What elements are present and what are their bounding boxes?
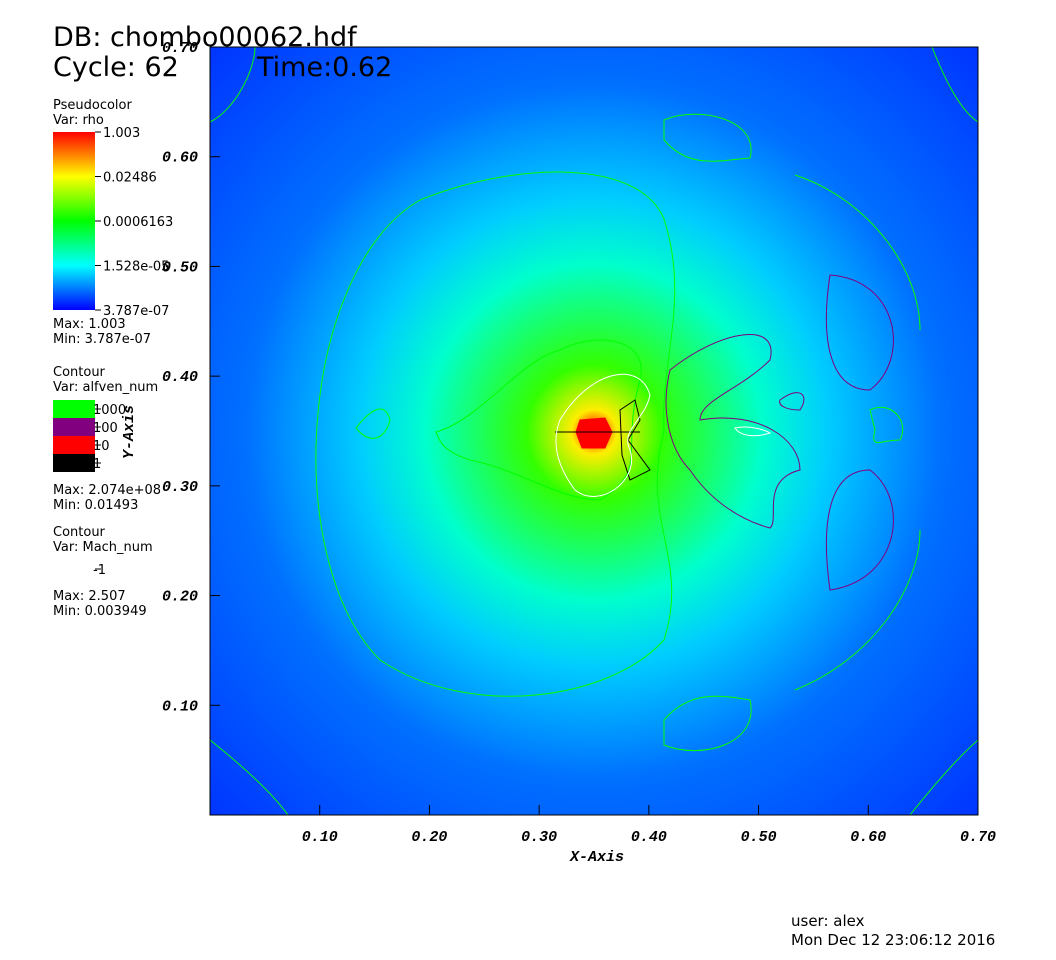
y-tick-label: 0.50 <box>162 259 198 276</box>
legend-label: 1 <box>93 457 101 472</box>
contour-line <box>794 529 921 691</box>
contour-line <box>794 174 921 331</box>
date: Mon Dec 12 23:06:12 2016 <box>791 931 995 949</box>
plot-frame <box>209 46 979 816</box>
legend-min: Min: 3.787e-07 <box>53 332 151 347</box>
legend-swatch <box>53 560 95 578</box>
colorbar <box>53 132 95 310</box>
time: Time:0.62 <box>256 52 392 83</box>
y-tick-label: 0.10 <box>162 698 198 715</box>
legend-max: Max: 2.074e+08 <box>53 483 161 498</box>
db-title: DB: chombo00062.hdf <box>53 22 358 53</box>
legend-swatch <box>53 418 95 436</box>
legend-max: Max: 1.003 <box>53 317 126 332</box>
x-tick-label: 0.50 <box>741 829 777 846</box>
legend-label: -1 <box>93 563 106 578</box>
contour-line <box>909 739 979 816</box>
contour-line <box>209 739 289 816</box>
user: user: alex <box>791 912 865 930</box>
legend-label: 1000 <box>93 403 126 418</box>
legend-plot: Pseudocolor <box>53 98 132 113</box>
x-tick-label: 0.60 <box>850 829 886 846</box>
x-tick-label: 0.70 <box>960 829 996 846</box>
x-tick-label: 0.20 <box>411 829 447 846</box>
contour-line <box>619 399 651 481</box>
contour-line <box>825 274 894 391</box>
contour-line <box>931 46 979 123</box>
legend-swatch <box>53 400 95 418</box>
y-tick-label: 0.40 <box>162 369 198 386</box>
contour-line <box>869 406 904 443</box>
legend-var: Var: rho <box>53 113 104 128</box>
x-axis-label: X-Axis <box>569 849 624 866</box>
legend-plot: Contour <box>53 525 106 540</box>
contour-line <box>315 171 676 697</box>
y-tick-label: 0.70 <box>162 40 198 57</box>
contour-line <box>355 408 391 439</box>
contour-line <box>779 392 805 411</box>
legend-var: Var: Mach_num <box>53 540 153 555</box>
legend-var: Var: alfven_num <box>53 380 158 395</box>
contour-line <box>663 695 752 752</box>
contour-line <box>734 426 772 437</box>
colorbar-label: 0.02486 <box>103 171 157 186</box>
contour-line <box>663 113 752 162</box>
y-tick-label: 0.30 <box>162 479 198 496</box>
legend-label: 100 <box>93 421 118 436</box>
cycle: Cycle: 62 <box>53 52 179 83</box>
colorbar-label: 1.528e-05 <box>103 259 169 274</box>
contour-line <box>825 469 894 591</box>
legend-max: Max: 2.507 <box>53 589 126 604</box>
legend-swatch <box>53 436 95 454</box>
colorbar-label: 3.787e-07 <box>103 304 169 319</box>
contour-line <box>209 46 256 123</box>
contour-line <box>665 334 801 529</box>
x-tick-label: 0.40 <box>631 829 667 846</box>
contour-line <box>575 417 613 449</box>
legend-label: 10 <box>93 439 110 454</box>
colorbar-label: 1.003 <box>103 126 140 141</box>
legend-min: Min: 0.003949 <box>53 604 147 619</box>
contour-line <box>555 373 651 497</box>
x-tick-label: 0.30 <box>521 829 557 846</box>
legend-plot: Contour <box>53 365 106 380</box>
x-tick-label: 0.10 <box>302 829 338 846</box>
legend-swatch <box>53 454 95 472</box>
y-tick-label: 0.20 <box>162 589 198 606</box>
legend-min: Min: 0.01493 <box>53 498 138 513</box>
colorbar-label: 0.0006163 <box>103 215 173 230</box>
y-tick-label: 0.60 <box>162 150 198 167</box>
y-axis-label: Y-Axis <box>121 405 138 459</box>
